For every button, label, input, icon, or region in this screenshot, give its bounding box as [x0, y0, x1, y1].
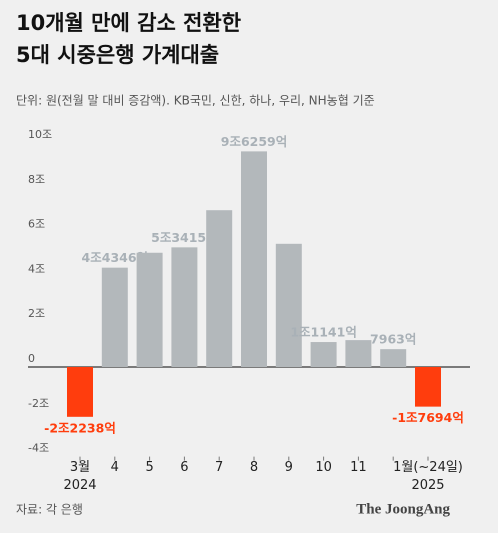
x-tick-label: 9: [285, 460, 293, 475]
x-tick-label: 10: [315, 460, 332, 475]
y-tick-label: 0: [28, 352, 35, 365]
x-tick-label: 3월: [70, 460, 90, 475]
year-label: 2024: [63, 478, 96, 493]
year-label: 2025: [411, 478, 444, 493]
bar: [310, 342, 337, 367]
y-tick-label: -2조: [28, 397, 49, 410]
x-tick-label: 6: [180, 460, 188, 475]
y-tick-label: 4조: [28, 262, 45, 275]
bar: [67, 367, 93, 417]
value-label: -2조2238억: [44, 420, 116, 435]
bar: [171, 247, 198, 367]
y-tick-label: 6조: [28, 218, 45, 231]
bar: [380, 349, 407, 367]
subtitle: 단위: 원(전월 말 대비 증감액). KB국민, 신한, 하나, 우리, NH…: [16, 94, 375, 108]
y-tick-label: 2조: [28, 307, 45, 320]
bar: [241, 151, 267, 367]
chart-title: 5대 시중은행 가계대출: [16, 43, 219, 67]
x-tick-label: 4: [111, 460, 119, 475]
y-tick-label: 8조: [28, 173, 45, 186]
bar: [101, 267, 128, 367]
x-tick-label: 11: [350, 460, 367, 475]
bar: [345, 340, 372, 367]
x-tick-label: 7: [215, 460, 223, 475]
y-tick-label: 10조: [28, 128, 52, 141]
x-tick-label: 5: [145, 460, 153, 475]
chart-title: 10개월 만에 감소 전환한: [16, 11, 241, 35]
value-label: 7963억: [370, 332, 416, 347]
brand: The JoongAng: [356, 501, 450, 517]
value-label: 4조4346억: [82, 250, 149, 265]
value-label: 5조3415억: [151, 230, 218, 245]
bar: [136, 252, 163, 367]
bar: [275, 243, 302, 367]
bar: [415, 367, 441, 407]
value-label: 9조6259억: [221, 134, 288, 149]
y-tick-label: -4조: [28, 442, 49, 455]
value-label: -1조7694억: [392, 410, 464, 425]
bar: [206, 210, 233, 367]
source: 자료: 각 은행: [16, 502, 83, 517]
x-tick-label: 8: [250, 460, 258, 475]
x-tick-label: 1월(~24일): [393, 460, 463, 475]
value-label: 1조1141억: [290, 325, 357, 340]
